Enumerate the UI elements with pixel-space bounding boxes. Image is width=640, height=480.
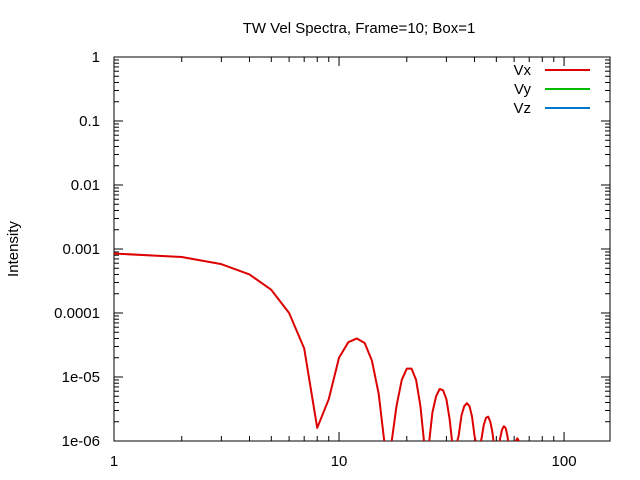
- y-tick-label: 0.1: [79, 113, 100, 130]
- chart-title: TW Vel Spectra, Frame=10; Box=1: [243, 20, 476, 37]
- y-tick-label: 1e-05: [62, 369, 100, 386]
- y-tick-label: 1e-06: [62, 433, 100, 450]
- y-tick-label: 0.01: [71, 177, 100, 194]
- y-tick-label: 1: [92, 49, 100, 66]
- tick-labels: 1 10 100 1e-06 1e-05 0.0001 0.001 0.01 0.1 1: [54, 49, 576, 470]
- legend: Vx Vy Vz: [513, 62, 590, 117]
- axis-ticks: [113, 56, 610, 442]
- plot-area: [113, 56, 611, 442]
- legend-label: Vz: [513, 100, 531, 117]
- legend-label: Vx: [513, 62, 531, 79]
- y-axis-label: Intensity: [5, 221, 22, 277]
- y-tick-label: 0.0001: [54, 305, 100, 322]
- x-tick-label: 1: [110, 453, 118, 470]
- legend-label: Vy: [514, 81, 531, 98]
- series-line-vx: [114, 252, 520, 441]
- x-tick-label: 100: [552, 453, 577, 470]
- x-tick-label: 10: [331, 453, 348, 470]
- series-lines: [114, 252, 520, 441]
- y-tick-label: 0.001: [62, 241, 100, 258]
